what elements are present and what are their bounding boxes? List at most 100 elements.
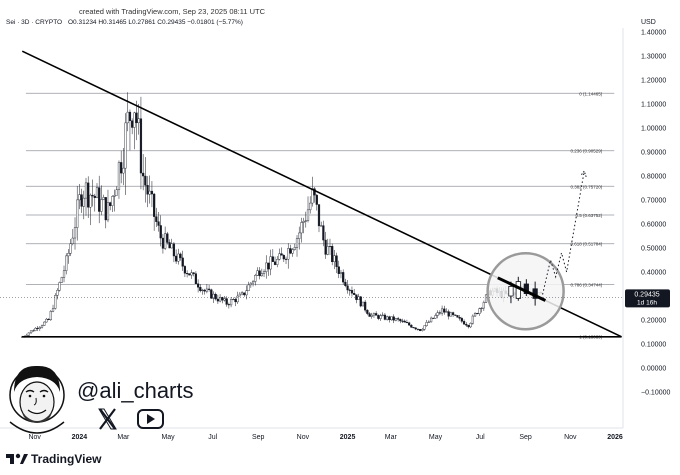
time-tick-label: 2025 [340, 434, 356, 441]
current-price-value: 0.29435 [634, 291, 659, 298]
candle-up [276, 259, 279, 265]
candle-up [484, 294, 488, 303]
candle-up [148, 190, 151, 195]
candle-down [353, 292, 356, 295]
author-handle[interactable]: @ali_charts [77, 378, 194, 403]
projection-arrowhead [580, 170, 587, 178]
candle-down [188, 273, 191, 276]
candle-down [93, 195, 96, 198]
price-tick-label: 1.20000 [641, 78, 666, 85]
candle-down [282, 255, 285, 260]
candle-down [91, 194, 94, 197]
time-tick-label: Jul [208, 434, 217, 441]
fib-level-label: 0.382 (0.75720) [570, 184, 602, 189]
candle-up [45, 318, 48, 323]
time-tick-label: Nov [564, 434, 577, 441]
candle-up [357, 296, 360, 300]
candle-up [449, 312, 452, 317]
candle-down [192, 272, 195, 274]
candle-down [375, 313, 378, 316]
candle-up [56, 290, 59, 296]
candle-down [289, 248, 292, 254]
candle-up [473, 313, 477, 317]
time-tick-label: Mar [117, 434, 130, 441]
fib-level-label: 0 (1.14465) [579, 91, 603, 96]
youtube-play-icon[interactable] [137, 409, 164, 429]
candle-down [331, 246, 334, 263]
candle-up [469, 323, 472, 328]
candle-down [405, 322, 409, 324]
candle-up [320, 225, 323, 227]
candle-down [142, 172, 145, 177]
candle-down [87, 182, 90, 208]
candle-down [267, 262, 270, 270]
candle-down [317, 204, 321, 227]
candlestick-series [21, 92, 543, 338]
candle-up [62, 270, 66, 278]
time-tick-label: Nov [297, 434, 310, 441]
highlight-candle-body [508, 285, 514, 297]
candle-down [451, 312, 455, 316]
candle-up [379, 315, 382, 319]
candle-up [78, 194, 81, 201]
candle-up [212, 293, 215, 299]
price-tick-label: 0.10000 [641, 342, 666, 349]
created-caption: created with TradingView.com, Sep 23, 20… [79, 7, 266, 16]
candle-up [115, 189, 118, 196]
fib-level-label: 0.236 (0.90529) [570, 149, 602, 154]
candle-up [238, 293, 241, 297]
candle-up [381, 314, 384, 316]
x-logo-icon[interactable] [98, 408, 117, 430]
candle-up [306, 209, 310, 221]
candle-down [313, 188, 316, 196]
fib-level-label: 0.618 (0.51784) [570, 242, 602, 247]
candle-up [232, 299, 235, 301]
price-tick-label: 0.50000 [641, 246, 666, 253]
candle-down [344, 281, 347, 286]
candle-down [166, 233, 169, 243]
candle-up [190, 272, 193, 276]
candle-down [280, 253, 283, 256]
candle-down [98, 187, 101, 212]
candle-up [328, 246, 332, 248]
candle-down [368, 313, 371, 317]
candle-down [416, 328, 420, 330]
candle-down [216, 298, 219, 302]
drawing-overlays [0, 50, 623, 338]
candle-up [436, 312, 439, 316]
time-tick-label: 2026 [607, 434, 623, 441]
candle-up [84, 182, 88, 199]
candle-down [161, 237, 165, 249]
candle-down [258, 270, 261, 277]
candle-up [117, 162, 121, 190]
candle-down [403, 320, 406, 323]
candle-down [346, 285, 349, 291]
candle-down [364, 301, 367, 311]
candle-down [335, 255, 338, 267]
candle-up [223, 298, 226, 301]
avatar [9, 365, 65, 434]
candle-up [170, 243, 173, 249]
candle-down [199, 287, 202, 291]
candle-up [51, 308, 55, 312]
candle-up [333, 255, 336, 263]
tradingview-logo[interactable]: TradingView [6, 452, 102, 466]
fib-level-label: 0.786 (0.34744) [570, 283, 602, 288]
candle-up [260, 273, 263, 277]
candle-down [225, 298, 228, 305]
candle-up [372, 313, 376, 316]
candle-down [324, 239, 327, 255]
candle-down [467, 325, 470, 328]
candle-down [150, 190, 154, 195]
candle-up [482, 302, 485, 309]
candle-down [179, 253, 182, 259]
candle-up [49, 311, 52, 320]
candle-up [293, 247, 296, 250]
candle-down [337, 266, 340, 274]
candle-up [434, 315, 437, 319]
candle-up [440, 308, 444, 314]
candle-down [175, 255, 178, 262]
candle-down [412, 327, 415, 329]
time-tick-label: Nov [28, 434, 41, 441]
